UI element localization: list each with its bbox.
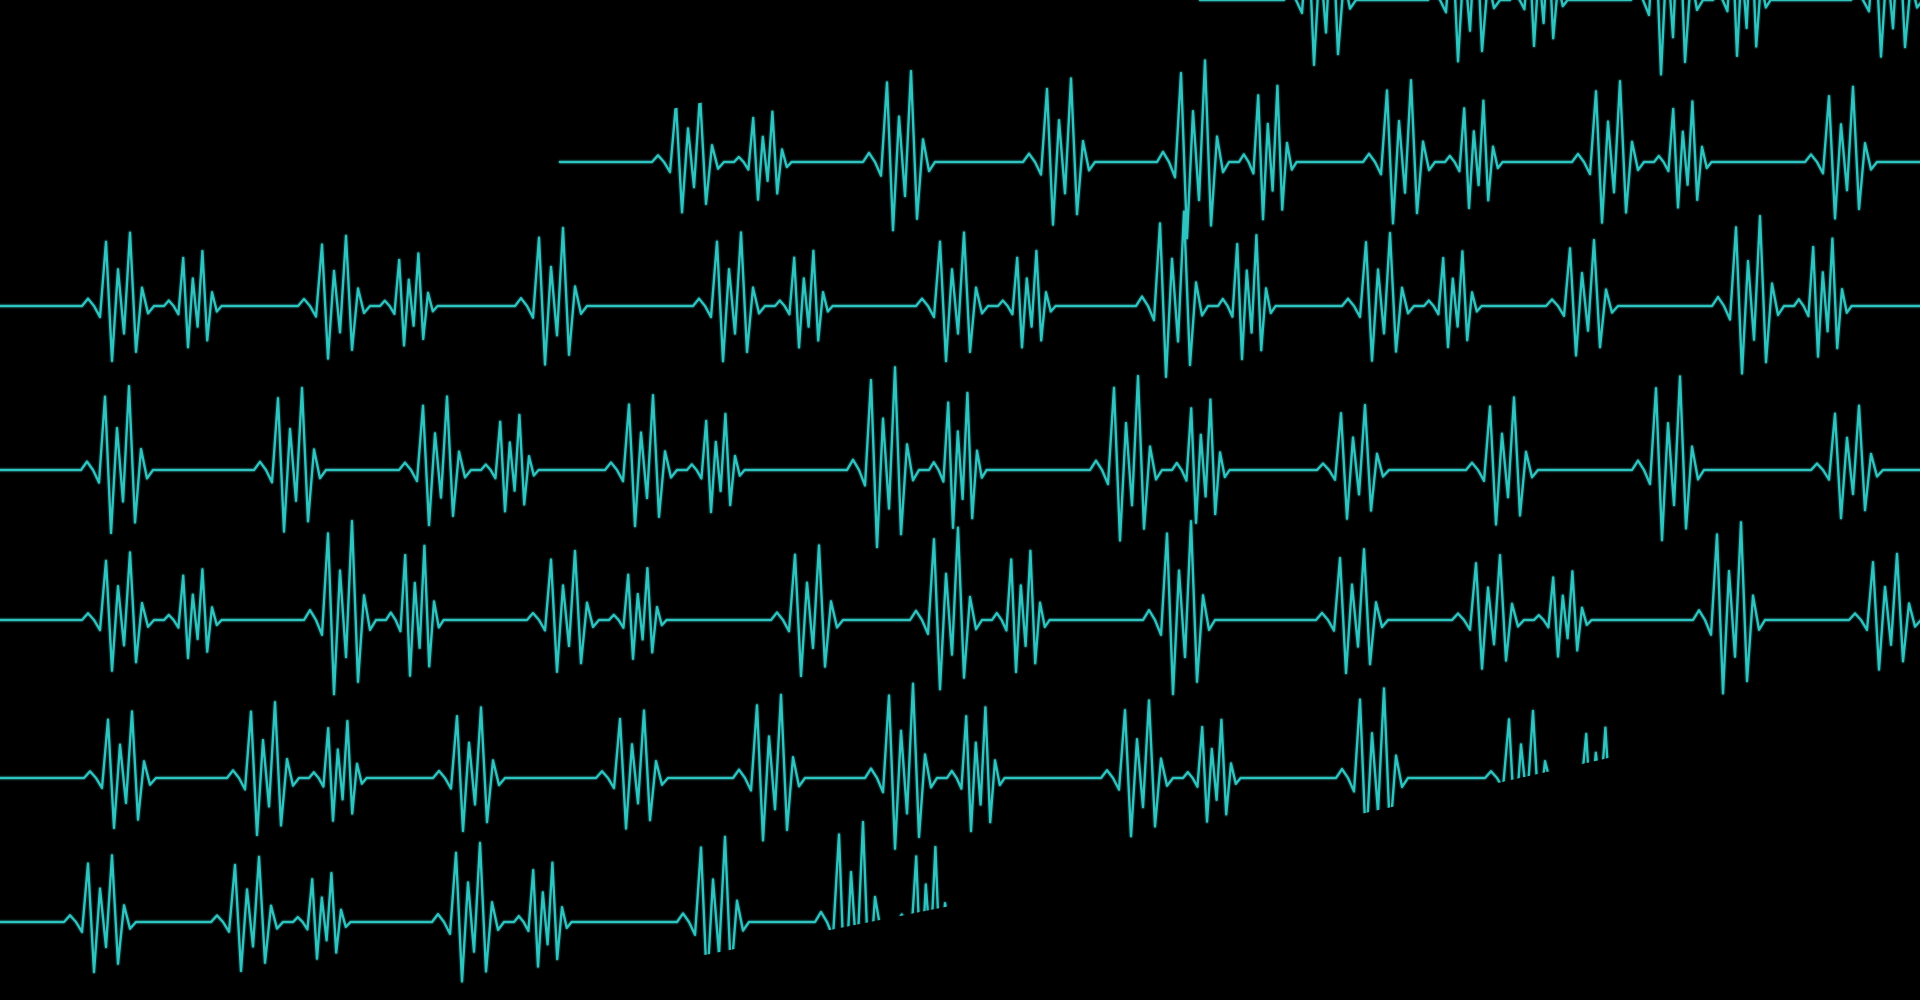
ecg-trace-glow xyxy=(1197,0,1920,77)
ecg-trace-line xyxy=(0,366,1920,549)
ecg-trace-line xyxy=(0,820,962,999)
top-left-fade-mask xyxy=(0,0,1180,250)
bottom-right-fade-mask xyxy=(480,680,1920,1000)
ecg-trace-line xyxy=(0,210,1920,378)
ecg-trace-line xyxy=(0,519,1920,696)
ecg-trace-line xyxy=(1198,0,1920,76)
ecg-trace-line xyxy=(558,59,1920,240)
ecg-trace-line xyxy=(0,682,1626,850)
